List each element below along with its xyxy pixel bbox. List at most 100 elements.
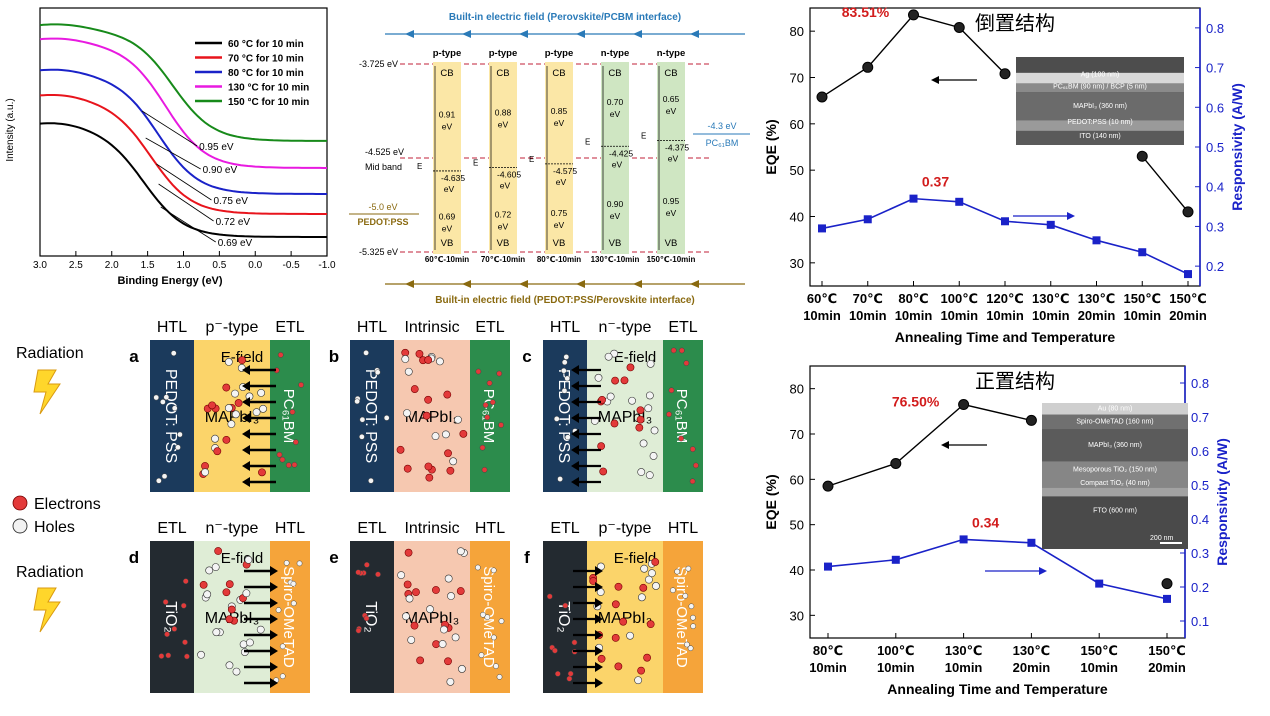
field-arrow-icon: [519, 30, 528, 38]
carrier-dot: [489, 399, 496, 406]
electron-dot: [225, 615, 234, 624]
carrier-dot: [279, 673, 286, 680]
legend-holes: Holes: [34, 519, 75, 536]
carrier-dot: [291, 461, 298, 468]
hole-dot: [440, 625, 448, 634]
carrier-dot: [670, 587, 676, 594]
field-arrow-icon: [576, 280, 585, 288]
pcbm-energy: -4.3 eV: [707, 121, 736, 131]
hole-dot: [259, 404, 267, 413]
sem-layer-label: Spiro-OMeTAD (160 nm): [1076, 418, 1153, 425]
electron-dot: [443, 390, 452, 399]
carrier-dot: [475, 368, 482, 375]
eqe-ylabel: EQE (%): [765, 474, 779, 529]
field-arrow-head: [242, 381, 250, 391]
carrier-dot: [561, 359, 568, 366]
eqe-xtick-label: 10min: [940, 308, 978, 323]
eqe-ytick-label: 80: [790, 382, 804, 397]
middle-layer-label: MAPbI₃: [205, 409, 260, 426]
carrier-dot: [354, 398, 360, 405]
electron-dot: [637, 666, 646, 675]
hole-dot: [645, 471, 654, 480]
eqe-y2tick-label: 0.5: [1191, 478, 1209, 493]
hole-dot: [403, 409, 411, 418]
gap-down-value: 0.90: [607, 199, 624, 209]
eqe-xtick-label: 20min: [1013, 660, 1051, 675]
right-arrow-head: [1067, 212, 1075, 220]
carrier-dot: [484, 614, 491, 621]
electron-dot: [432, 586, 440, 594]
responsivity-point: [1027, 538, 1036, 547]
electron-dot: [424, 356, 433, 364]
cb-label: CB: [552, 68, 565, 79]
eqe-y2tick-label: 0.2: [1191, 580, 1209, 595]
carrier-dot: [553, 416, 560, 422]
hole-dot: [646, 359, 655, 368]
carrier-dot: [498, 618, 505, 624]
left-arrow-head: [941, 441, 949, 449]
sem-layer-label: ITO (140 nm): [1079, 133, 1121, 140]
band-type-label: n-type: [657, 48, 686, 59]
panel-letter: e: [329, 548, 338, 567]
electron-dot: [416, 656, 425, 665]
carrier-dot: [283, 560, 290, 566]
field-arrow-head: [571, 429, 579, 439]
carrier-dot: [153, 394, 160, 401]
eqe-point: [890, 457, 902, 469]
sem-layer-label: PC₆₁BM (90 nm) / BCP (5 nm): [1053, 84, 1147, 91]
ev-unit: eV: [442, 121, 453, 131]
hole-dot: [652, 582, 660, 590]
field-arrow-head: [270, 646, 278, 656]
panel-letter: c: [522, 347, 531, 366]
hole-legend-icon: [12, 518, 28, 534]
xps-legend-label: 130 °C for 10 min: [228, 83, 309, 94]
hole-dot: [634, 676, 643, 685]
xps-ylabel: Intensity (a.u.): [5, 98, 16, 161]
layer-header: ETL: [157, 520, 186, 537]
layer-header: ETL: [275, 319, 304, 336]
carrier-dot: [289, 409, 296, 415]
hole-dot: [645, 575, 653, 584]
carrier-dot: [276, 451, 283, 458]
carrier-dot: [161, 473, 168, 480]
radiation-label-bottom: Radiation: [16, 564, 84, 581]
pcbm-name: PC₆₁BM: [706, 138, 739, 148]
xps-legend-label: 70 °C for 10 min: [228, 54, 304, 65]
xps-annotation-line: [158, 183, 214, 222]
carrier-dot: [562, 602, 569, 609]
eqe-xtick-label: 20min: [1169, 308, 1207, 323]
field-arrow-head: [595, 582, 603, 592]
cb-label: CB: [608, 68, 621, 79]
eqe-point: [908, 9, 919, 21]
field-arrow-icon: [405, 30, 414, 38]
right-arrow-head: [1039, 567, 1047, 575]
electron-dot: [222, 435, 231, 444]
eqe-inverted-chart: 30 40 50 60 70 80 0.2 0.3 0.4 0.5 0.6 0.7 0.8 60℃ 10mi…: [763, 4, 1245, 345]
responsivity-point: [1046, 220, 1055, 229]
layer-header: HTL: [550, 319, 580, 336]
xps-annotation-line: [160, 206, 216, 243]
carrier-dot: [359, 433, 365, 440]
hole-dot: [224, 358, 233, 366]
mid-level-label: -4.525 eV: [365, 147, 404, 157]
carrier-dot: [684, 641, 690, 648]
xps-legend-label: 150 °C for 10 min: [228, 97, 309, 108]
carrier-dot: [298, 382, 304, 388]
band-column: [433, 62, 461, 254]
hole-dot: [205, 566, 214, 575]
eqe-y2tick-label: 0.2: [1206, 259, 1224, 274]
carrier-dot: [479, 444, 486, 451]
carrier-dot: [481, 466, 488, 473]
field-arrow-head: [595, 662, 603, 672]
cb-level-label: -3.725 eV: [359, 59, 398, 69]
gap-down-value: 0.75: [551, 208, 568, 218]
carrier-dot: [566, 675, 573, 682]
gap-up-value: 0.70: [607, 97, 624, 107]
hole-dot: [438, 640, 447, 648]
eqe-peak-label: 76.50%: [892, 394, 940, 410]
electron-dot: [636, 415, 645, 424]
hole-dot: [648, 569, 656, 578]
carrier-dot: [363, 349, 369, 356]
mid-band-label: Mid band: [365, 162, 402, 172]
hole-dot: [451, 633, 460, 642]
